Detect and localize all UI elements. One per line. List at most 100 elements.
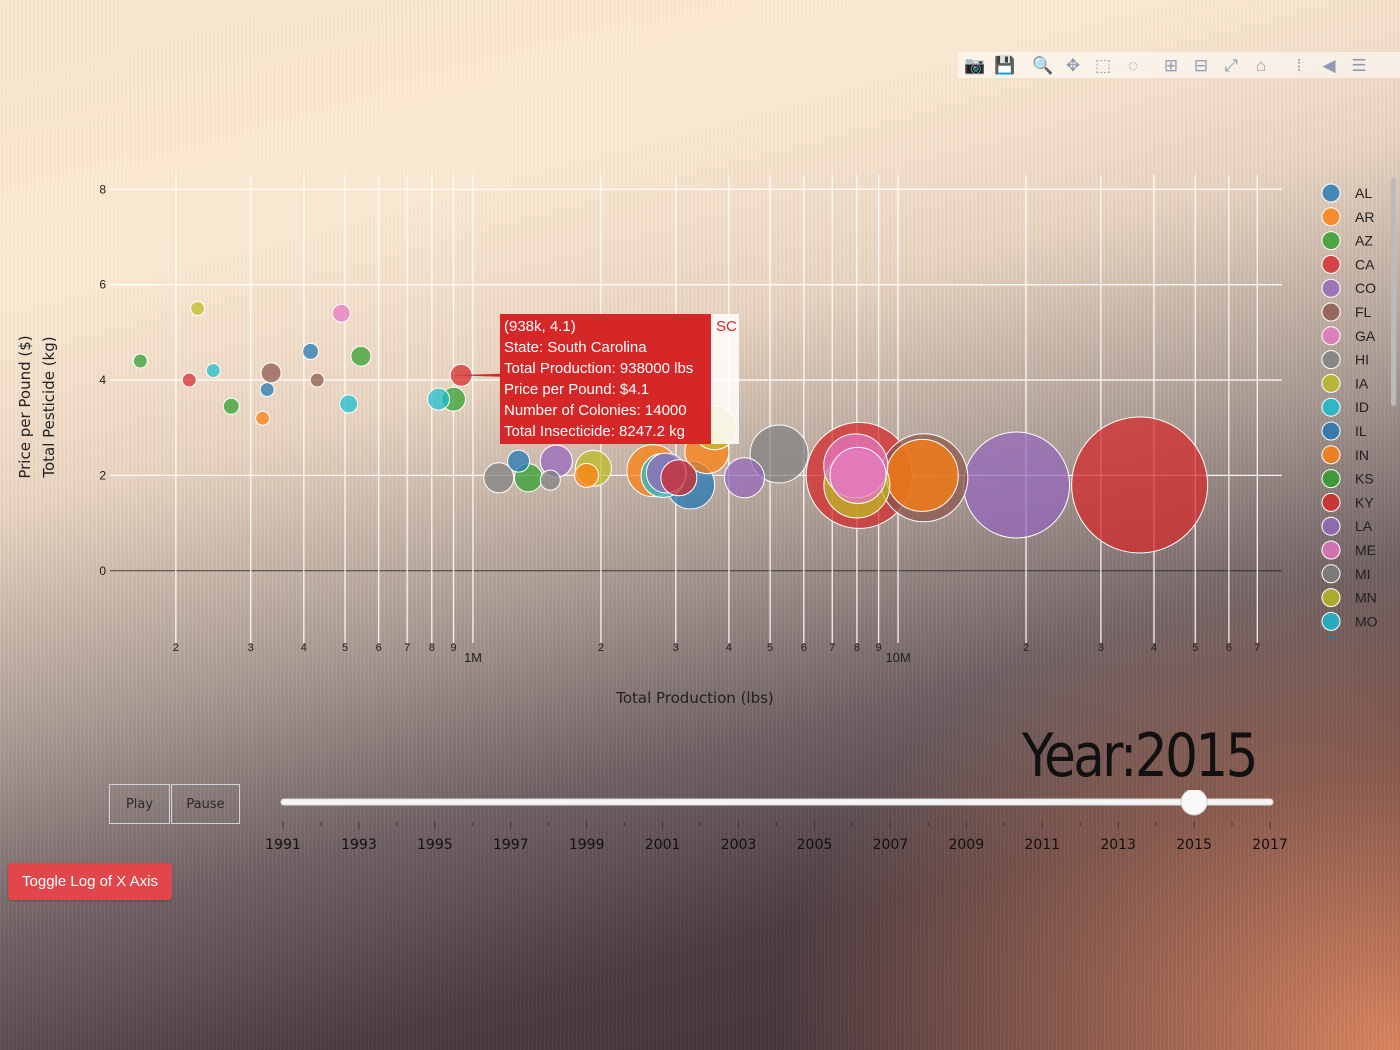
tooltip-line: Number of Colonies: 14000 (504, 402, 687, 419)
legend-item[interactable]: ID (1321, 397, 1369, 417)
legend-item[interactable]: FL (1321, 302, 1372, 322)
zoom-in-icon[interactable]: ⊞ (1163, 55, 1179, 75)
bubble[interactable] (427, 387, 451, 411)
x-minor-tick-label: 2 (598, 642, 604, 654)
save-icon[interactable]: 💾 (994, 55, 1016, 75)
legend-swatch (1321, 397, 1341, 417)
slider-tick-label: 2001 (645, 837, 681, 850)
tooltip-line: (938k, 4.1) (504, 318, 576, 335)
bubble[interactable] (181, 372, 197, 388)
bubble[interactable] (309, 372, 325, 388)
x-minor-tick-label: 2 (173, 642, 179, 654)
x-minor-tick-label: 8 (854, 642, 860, 654)
bubble[interactable] (260, 362, 282, 384)
bubble[interactable] (963, 431, 1071, 539)
legend-swatch (1321, 588, 1341, 608)
x-major-tick-label: 1M (464, 650, 482, 665)
slider-ticks: 1991 1993 1995 1997 1999 2001 2003 2005 2007 2009… (265, 822, 1288, 850)
legend-swatch (1321, 207, 1341, 227)
bubble[interactable] (255, 410, 271, 426)
bubble[interactable] (749, 424, 809, 484)
pause-button[interactable]: Pause (171, 784, 240, 824)
bubble[interactable] (1071, 416, 1209, 554)
legend-item[interactable]: ME (1321, 540, 1376, 560)
tooltip-tag: SC (716, 318, 737, 335)
bubble[interactable] (885, 438, 959, 512)
tooltip-pointer (453, 367, 711, 384)
legend-label: ME (1355, 542, 1376, 558)
zoom-icon[interactable]: 🔍 (1032, 55, 1054, 75)
legend-item[interactable]: IN (1321, 445, 1369, 465)
spike-lines-icon[interactable]: ⁞ (1296, 55, 1302, 75)
hover-compare-icon[interactable]: ☰ (1351, 55, 1367, 75)
x-minor-tick-label: 3 (673, 642, 679, 654)
legend-item[interactable]: AZ (1321, 231, 1373, 251)
bubble[interactable] (132, 353, 148, 369)
legend-item[interactable]: AL (1321, 183, 1372, 203)
legend-item[interactable]: LA (1321, 516, 1373, 536)
legend-item[interactable]: KS (1321, 469, 1374, 489)
slider-tick-label: 2011 (1024, 837, 1060, 850)
lasso-icon[interactable]: ◌ (1127, 55, 1139, 75)
bubble[interactable] (222, 397, 240, 415)
chart-modebar: 📷 💾 🔍 ✥ ⬚ ◌ ⊞ ⊟ ⤢ ⌂ ⁞ ◀ ☰ (958, 52, 1400, 78)
legend-item[interactable]: MI (1321, 564, 1371, 584)
year-label: Year:2015 (1022, 721, 1258, 791)
legend-item[interactable]: IL (1321, 421, 1367, 441)
legend-item[interactable]: CA (1321, 254, 1375, 274)
bubble[interactable] (507, 449, 531, 473)
bubble[interactable] (350, 345, 372, 367)
slider-rail[interactable] (280, 798, 1274, 806)
legend-swatch (1321, 231, 1341, 251)
bubble[interactable] (302, 342, 320, 360)
legend-label: LA (1355, 518, 1373, 534)
bubble[interactable] (660, 459, 698, 497)
hover-closest-icon[interactable]: ◀ (1322, 55, 1336, 75)
autoscale-icon[interactable]: ⤢ (1224, 55, 1238, 75)
x-minor-tick-label: 4 (1151, 642, 1157, 654)
bubble[interactable] (574, 462, 600, 488)
legend[interactable]: AL AR AZ CA CO FL GA HI IA ID IL IN KS KY LA ME MI MN MO (1321, 183, 1378, 654)
play-button[interactable]: Play (109, 784, 170, 824)
legend-item[interactable]: MN (1321, 588, 1377, 608)
hover-tooltip: (938k, 4.1) State: South Carolina Total Pr… (453, 314, 739, 444)
toggle-log-x-axis-button[interactable]: Toggle Log of X Axis (8, 863, 172, 900)
legend-scrollbar[interactable] (1391, 178, 1396, 406)
legend-item[interactable]: AR (1321, 207, 1374, 227)
legend-swatch-partial (1325, 636, 1337, 638)
bubble[interactable] (539, 469, 561, 491)
bubble[interactable] (723, 457, 765, 499)
slider-tick-label: 2013 (1100, 837, 1136, 850)
x-minor-tick-label: 4 (726, 642, 732, 654)
slider-tick-label: 1995 (417, 837, 453, 850)
home-icon[interactable]: ⌂ (1255, 55, 1267, 75)
x-minor-tick-label: 2 (1023, 642, 1029, 654)
bubble[interactable] (190, 301, 206, 317)
legend-item[interactable]: CO (1321, 278, 1376, 298)
zoom-out-icon[interactable]: ⊟ (1193, 55, 1209, 75)
bubble-chart[interactable]: 0 2 4 6 8 2 3 4 5 6 7 8 9 2 3 4 5 6 7 8 9 2 3 4 5 6 7 1M 10M (938k,… (0, 0, 1400, 720)
slider-tick-label: 1999 (569, 837, 605, 850)
tooltip-tag-box (711, 314, 739, 444)
x-minor-tick-label: 8 (429, 642, 435, 654)
bubble[interactable] (829, 446, 887, 504)
tooltip-line: Total Production: 938000 lbs (504, 360, 693, 377)
legend-item[interactable]: GA (1321, 326, 1376, 346)
bubble[interactable] (331, 303, 351, 323)
bubble[interactable] (339, 394, 359, 414)
legend-item[interactable]: MO (1321, 611, 1378, 631)
slider-handle[interactable] (1180, 790, 1208, 816)
legend-label: FL (1355, 304, 1372, 320)
legend-item[interactable]: HI (1321, 350, 1369, 370)
camera-icon[interactable]: 📷 (964, 55, 986, 75)
year-slider[interactable]: 1991 1993 1995 1997 1999 2001 2003 2005 2007 2009… (0, 790, 1400, 850)
box-select-icon[interactable]: ⬚ (1094, 55, 1112, 75)
pan-icon[interactable]: ✥ (1065, 55, 1081, 75)
data-points[interactable] (132, 301, 1209, 554)
bubble[interactable] (483, 462, 515, 494)
bubble[interactable] (259, 382, 275, 398)
slider-tick-label: 1993 (341, 837, 377, 850)
bubble[interactable] (205, 363, 221, 379)
legend-item[interactable]: IA (1321, 373, 1369, 393)
legend-item[interactable]: KY (1321, 492, 1374, 512)
